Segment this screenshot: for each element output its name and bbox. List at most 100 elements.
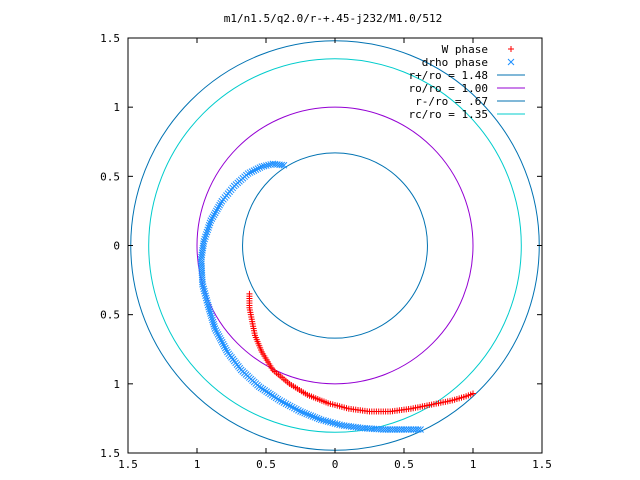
data-point (303, 410, 311, 418)
data-point (208, 314, 216, 322)
data-point (293, 405, 300, 413)
data-point (209, 316, 216, 324)
data-point (216, 334, 224, 342)
legend-label: ro/ro = 1.00 (409, 82, 488, 95)
data-point (220, 342, 228, 350)
data-point (214, 331, 222, 338)
w-phase-series (246, 290, 476, 415)
data-point (410, 426, 417, 433)
data-point (215, 203, 222, 211)
data-point (213, 329, 221, 336)
y-tick-label: 1 (113, 101, 120, 114)
legend-label: drho phase (422, 56, 488, 69)
data-point (284, 401, 292, 409)
data-point (258, 163, 266, 171)
data-point (309, 413, 317, 420)
data-point (205, 303, 213, 311)
data-point (219, 340, 227, 348)
data-point (252, 166, 260, 173)
circle-1.35 (148, 58, 522, 433)
data-point (212, 327, 220, 334)
data-point (205, 221, 213, 229)
data-point (211, 209, 219, 217)
legend-symbol (508, 46, 514, 52)
data-point (301, 409, 308, 417)
data-point (202, 233, 209, 241)
data-point (207, 310, 214, 317)
data-point (206, 308, 214, 315)
data-point (214, 205, 221, 213)
data-point (313, 414, 321, 422)
data-point (315, 415, 323, 423)
data-point (250, 167, 258, 174)
x-tick-label: 1.5 (532, 458, 552, 471)
x-tick-label: 0 (332, 458, 339, 471)
x-tick-label: 0.5 (394, 458, 414, 471)
y-tick-label: 1.5 (100, 32, 120, 45)
data-point (280, 399, 288, 407)
y-tick-label: 1.5 (100, 447, 120, 460)
data-point (288, 403, 296, 411)
data-point (403, 426, 410, 433)
legend-symbol (507, 58, 515, 66)
x-tick-label: 1.5 (118, 458, 138, 471)
legend-label: r+/ro = 1.48 (409, 69, 488, 82)
data-point (254, 165, 262, 172)
data-point (305, 411, 313, 419)
data-point (297, 408, 304, 415)
data-point (203, 228, 211, 236)
drho-phase-series (197, 160, 424, 433)
data-point (218, 197, 226, 205)
legend-label: W phase (442, 43, 488, 56)
data-point (299, 408, 306, 416)
data-point (412, 426, 420, 433)
data-point (260, 162, 268, 170)
data-point (216, 201, 223, 209)
data-point (221, 344, 229, 352)
plot-area (127, 37, 543, 454)
data-point (204, 301, 212, 309)
data-point (205, 305, 213, 313)
x-tick-label: 0.5 (256, 458, 276, 471)
data-point (311, 413, 319, 421)
data-point (210, 320, 218, 328)
data-point (246, 169, 254, 176)
data-point (295, 407, 302, 414)
data-point (204, 299, 211, 307)
data-point (276, 397, 284, 404)
data-point (215, 332, 223, 340)
data-point (222, 346, 230, 354)
data-point (307, 412, 315, 420)
chart-title: m1/n1.5/q2.0/r-+.45-j232/M1.0/512 (224, 12, 443, 25)
data-point (209, 213, 217, 221)
data-point (414, 426, 422, 433)
x-tick-label: 1 (470, 458, 477, 471)
data-point (208, 215, 216, 223)
data-point (400, 426, 408, 433)
data-point (278, 398, 286, 405)
data-point (407, 426, 415, 433)
data-point (405, 426, 413, 433)
data-point (211, 325, 219, 332)
x-tick-label: 1 (194, 458, 201, 471)
y-tick-label: 0 (113, 240, 120, 253)
circle-0.67 (242, 152, 428, 339)
axis-ticks: 1.5 1 0.5 0 0.5 1 1.51.510.500.511.5 (100, 32, 552, 471)
data-point (290, 404, 298, 412)
data-point (286, 402, 294, 410)
data-point (217, 336, 225, 344)
data-point (210, 323, 218, 330)
data-point (282, 400, 290, 408)
y-tick-label: 0.5 (100, 309, 120, 322)
y-tick-label: 0.5 (100, 170, 120, 183)
data-point (470, 390, 476, 397)
data-point (202, 231, 210, 238)
legend-label: r-/ro = .67 (415, 95, 488, 108)
data-point (205, 224, 212, 231)
data-point (206, 219, 214, 227)
data-point (204, 226, 212, 234)
data-point (207, 312, 215, 320)
data-point (248, 168, 256, 175)
data-point (256, 164, 264, 171)
